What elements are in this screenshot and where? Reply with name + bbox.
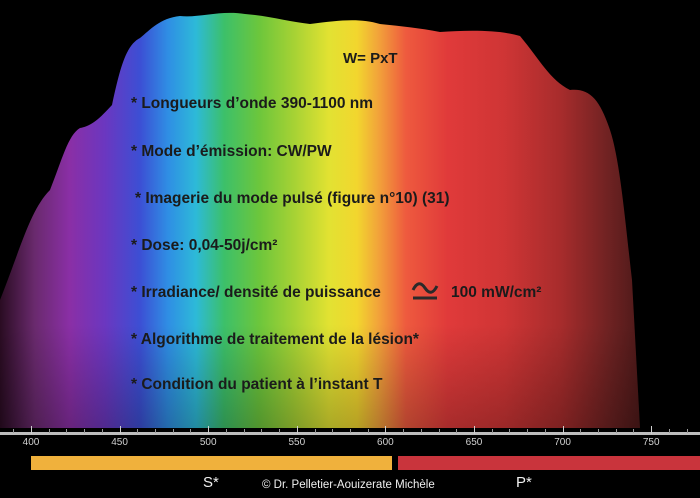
axis-minor-tick xyxy=(615,429,617,433)
axis-tick-label: 400 xyxy=(22,437,40,448)
axis-minor-tick xyxy=(491,429,493,433)
power-formula: W= PxT xyxy=(343,50,398,67)
axis-minor-tick xyxy=(314,429,316,433)
axis-minor-tick xyxy=(527,429,529,433)
bullet-patient-condition: * Condition du patient à l’instant T xyxy=(131,376,383,393)
axis-minor-tick xyxy=(155,429,157,433)
bullet-dose: * Dose: 0,04-50j/cm² xyxy=(131,237,278,254)
axis-minor-tick xyxy=(101,429,103,433)
axis-tick-label: 500 xyxy=(199,437,217,448)
wavelength-axis xyxy=(0,432,700,435)
p-polarization-bar xyxy=(398,456,700,470)
axis-minor-tick xyxy=(420,429,422,433)
axis-minor-tick xyxy=(13,429,15,433)
axis-minor-tick xyxy=(403,429,405,433)
axis-minor-tick xyxy=(190,429,192,433)
axis-minor-tick xyxy=(243,429,245,433)
axis-minor-tick xyxy=(633,429,635,433)
axis-major-tick xyxy=(385,426,387,434)
axis-minor-tick xyxy=(349,429,351,433)
axis-major-tick xyxy=(119,426,121,434)
axis-major-tick xyxy=(474,426,475,434)
bullet-pulsed-imaging: * Imagerie du mode pulsé (figure n°10) (… xyxy=(135,190,450,207)
axis-minor-tick xyxy=(261,429,263,433)
axis-minor-tick xyxy=(66,429,68,433)
bullet-algorithm: * Algorithme de traitement de la lésion* xyxy=(131,331,419,348)
axis-minor-tick xyxy=(544,429,546,433)
axis-minor-tick xyxy=(509,429,511,433)
axis-minor-tick xyxy=(367,429,369,433)
approximately-equal-icon xyxy=(411,282,439,300)
axis-minor-tick xyxy=(456,429,458,433)
axis-minor-tick xyxy=(686,429,688,433)
bullet-irradiance: * Irradiance/ densité de puissance xyxy=(131,284,381,301)
light-spectrum-graphic xyxy=(0,12,640,428)
axis-major-tick xyxy=(651,426,653,434)
bullet-wavelength: * Longueurs d’onde 390-1100 nm xyxy=(131,95,374,112)
axis-minor-tick xyxy=(137,429,139,433)
axis-major-tick xyxy=(562,426,564,434)
axis-tick-label: 650 xyxy=(465,437,483,448)
axis-tick-label: 750 xyxy=(642,437,660,448)
axis-tick-label: 550 xyxy=(288,437,306,448)
axis-minor-tick xyxy=(279,429,281,433)
s-polarization-bar xyxy=(31,456,392,470)
axis-minor-tick xyxy=(598,429,600,433)
irradiance-value: 100 mW/cm² xyxy=(451,284,542,301)
axis-major-tick xyxy=(31,426,32,434)
axis-minor-tick xyxy=(580,429,582,433)
axis-tick-label: 600 xyxy=(377,437,394,448)
s-label: S* xyxy=(203,474,219,491)
axis-major-tick xyxy=(296,426,298,434)
p-label: P* xyxy=(516,474,532,491)
bullet-emission-mode: * Mode d’émission: CW/PW xyxy=(131,143,332,160)
axis-tick-label: 450 xyxy=(111,437,128,448)
axis-minor-tick xyxy=(438,429,440,433)
axis-tick-label: 700 xyxy=(554,437,571,448)
axis-minor-tick xyxy=(84,429,86,433)
axis-major-tick xyxy=(208,426,210,434)
axis-minor-tick xyxy=(332,429,334,433)
copyright-text: © Dr. Pelletier-Aouizerate Michèle xyxy=(262,479,435,491)
axis-minor-tick xyxy=(668,429,670,433)
axis-minor-tick xyxy=(48,429,50,433)
axis-minor-tick xyxy=(225,429,227,433)
axis-minor-tick xyxy=(172,429,174,433)
